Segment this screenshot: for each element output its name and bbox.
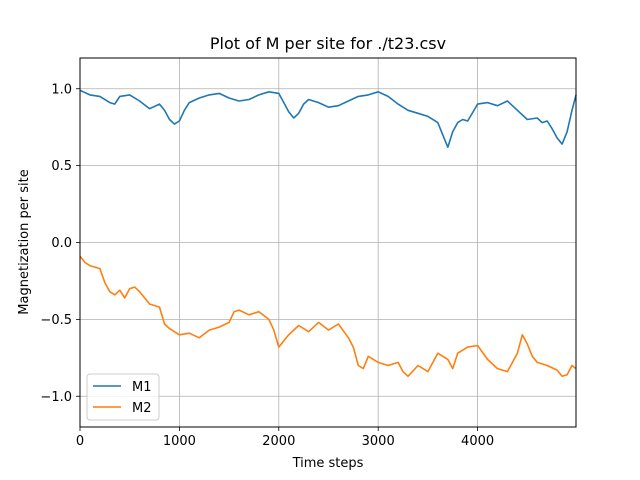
y-tick-label: −1.0 — [40, 390, 72, 405]
y-gridlines — [80, 88, 576, 397]
y-tick-label: 1.0 — [51, 82, 72, 97]
legend-label-m2: M2 — [132, 401, 152, 416]
series-line-m2 — [79, 255, 577, 378]
x-tick-label: 4000 — [461, 434, 494, 449]
y-tick-label: 0.0 — [51, 236, 72, 251]
y-axis-label: Magnetization per site — [17, 169, 32, 314]
x-tick-label: 2000 — [262, 434, 295, 449]
x-axis-ticks: 0 1000 2000 3000 4000 — [76, 427, 494, 449]
chart-title: Plot of M per site for ./t23.csv — [210, 34, 446, 53]
y-tick-label: −0.5 — [40, 313, 72, 328]
x-tick-label: 1000 — [163, 434, 196, 449]
legend: M1 M2 — [86, 373, 160, 421]
legend-label-m1: M1 — [132, 380, 152, 395]
series-layer — [79, 89, 577, 378]
x-tick-label: 0 — [76, 434, 84, 449]
y-axis-ticks: −1.0 −0.5 0.0 0.5 1.0 — [40, 82, 80, 405]
x-tick-label: 3000 — [362, 434, 395, 449]
y-tick-label: 0.5 — [51, 159, 72, 174]
x-axis-label: Time steps — [292, 456, 364, 471]
series-line-m1 — [79, 89, 577, 148]
